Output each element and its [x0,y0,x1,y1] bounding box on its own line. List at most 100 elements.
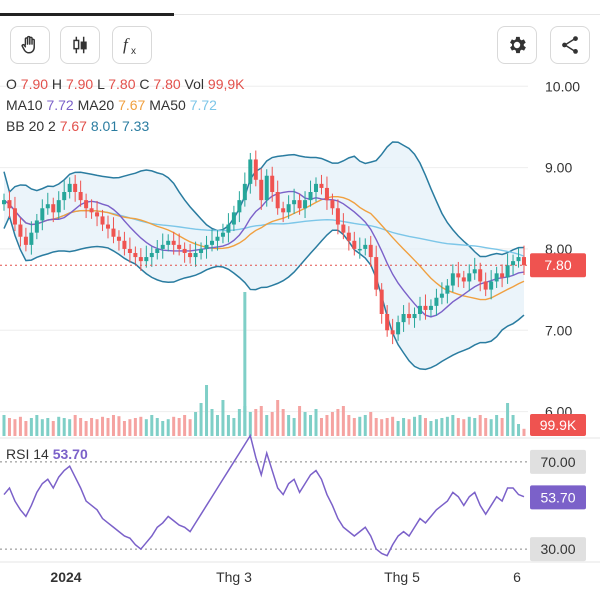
volume-bar [276,400,280,436]
volume-bar [51,421,55,436]
volume-bar [62,418,66,436]
candle-body [390,330,395,335]
rsi-current-badge [530,485,586,510]
candle-body [84,200,89,209]
candle-body [67,183,72,192]
volume-bar [341,406,345,436]
candle-body [182,248,187,253]
candle-body [138,257,143,262]
chart-type-button[interactable] [60,26,100,64]
volume-bar [248,412,252,436]
candle-body [2,200,6,205]
volume-bar [336,409,340,436]
volume-bar [506,403,510,436]
share-button[interactable] [550,26,590,64]
candle-body [89,208,94,213]
volume-bar [237,409,241,436]
volume-value: 99,9K [207,76,245,92]
volume-bar [90,418,94,436]
candle-body [407,314,412,319]
candle-body [155,248,160,253]
candle-body [500,273,505,278]
volume-bar [500,418,504,436]
volume-bar [155,418,159,436]
candle-body [116,236,121,241]
candle-body [51,204,56,213]
candle-body [439,293,444,298]
candle-body [489,281,494,290]
volume-bar [166,419,170,436]
candle-body [12,208,17,225]
volume-bar [29,418,33,436]
candle-body [303,200,308,209]
bollinger-band-fill [4,141,524,370]
candle-body [286,204,291,213]
volume-bar [40,419,44,436]
candle-body [275,192,280,209]
rsi-level-badge [530,537,586,562]
volume-bar [385,418,389,436]
candle-body [18,224,23,237]
volume-bar [495,415,499,436]
volume-bar [358,416,362,436]
candle-body [308,192,313,201]
ma10-value: 7.72 [46,97,74,113]
candle-body [106,224,110,229]
candle-body [193,253,198,258]
volume-bar [73,415,77,436]
rsi-tick-label: 30.00 [540,541,575,557]
candle-body [357,248,362,251]
candle-body [253,159,258,180]
volume-bar [232,418,236,436]
candle-body [127,248,132,253]
volume-bar [434,419,438,436]
volume-bar [172,416,176,436]
candle-body [231,212,236,225]
hand-tool-button[interactable] [10,26,50,64]
volume-bar [111,415,115,436]
volume-bar [24,421,28,436]
volume-bar [79,418,83,436]
volume-bar [429,421,433,436]
volume-bar [221,400,225,436]
candle-body [7,200,12,209]
candle-body [505,265,510,278]
ma20-value: 7.67 [118,97,146,113]
volume-bar [325,415,329,436]
volume-bar [484,418,488,436]
time-axis-label: 2024 [50,569,81,585]
candle-body [62,192,67,201]
open-value: 7.90 [20,76,49,92]
close-value: 7.80 [153,76,181,92]
candle-body [412,314,417,319]
volume-bar [330,412,334,436]
volume-bar [270,412,274,436]
candle-body [511,261,516,266]
ohlc-legend: O 7.90 H 7.90 L 7.80 C 7.80 Vol 99,9K [6,76,245,92]
candle-body [133,253,138,258]
candle-body [363,244,368,249]
candle-body [445,285,450,294]
volume-label: 99.9K [540,417,577,433]
volume-bar [489,419,493,436]
volume-bar [188,419,192,436]
volume-bar [106,418,110,436]
volume-bar [522,428,526,436]
rsi-current-label: 53.70 [540,489,575,505]
candle-body [144,257,149,262]
candle-body [434,297,439,306]
volume-bar [265,415,269,436]
volume-bar [199,403,203,436]
volume-bar [215,415,219,436]
candle-body [324,187,329,201]
candle-body [522,257,526,266]
volume-bar [84,421,88,436]
candle-body [467,273,472,282]
settings-button[interactable] [497,26,537,64]
time-axis-label: Thg 3 [216,569,252,585]
candle-body [385,314,390,331]
bb-upper-line [3,141,525,258]
